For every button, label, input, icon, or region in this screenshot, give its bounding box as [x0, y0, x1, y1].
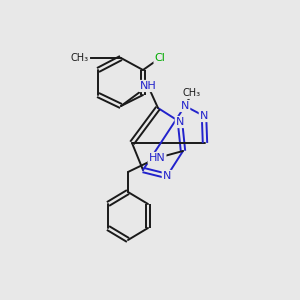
Text: CH₃: CH₃: [71, 53, 89, 63]
Text: N: N: [176, 117, 184, 127]
Text: N: N: [181, 101, 189, 111]
Text: Cl: Cl: [154, 53, 165, 63]
Text: NH: NH: [140, 81, 156, 91]
Text: N: N: [163, 171, 171, 181]
Text: HN: HN: [148, 153, 165, 163]
Text: N: N: [200, 111, 208, 121]
Text: CH₃: CH₃: [183, 88, 201, 98]
